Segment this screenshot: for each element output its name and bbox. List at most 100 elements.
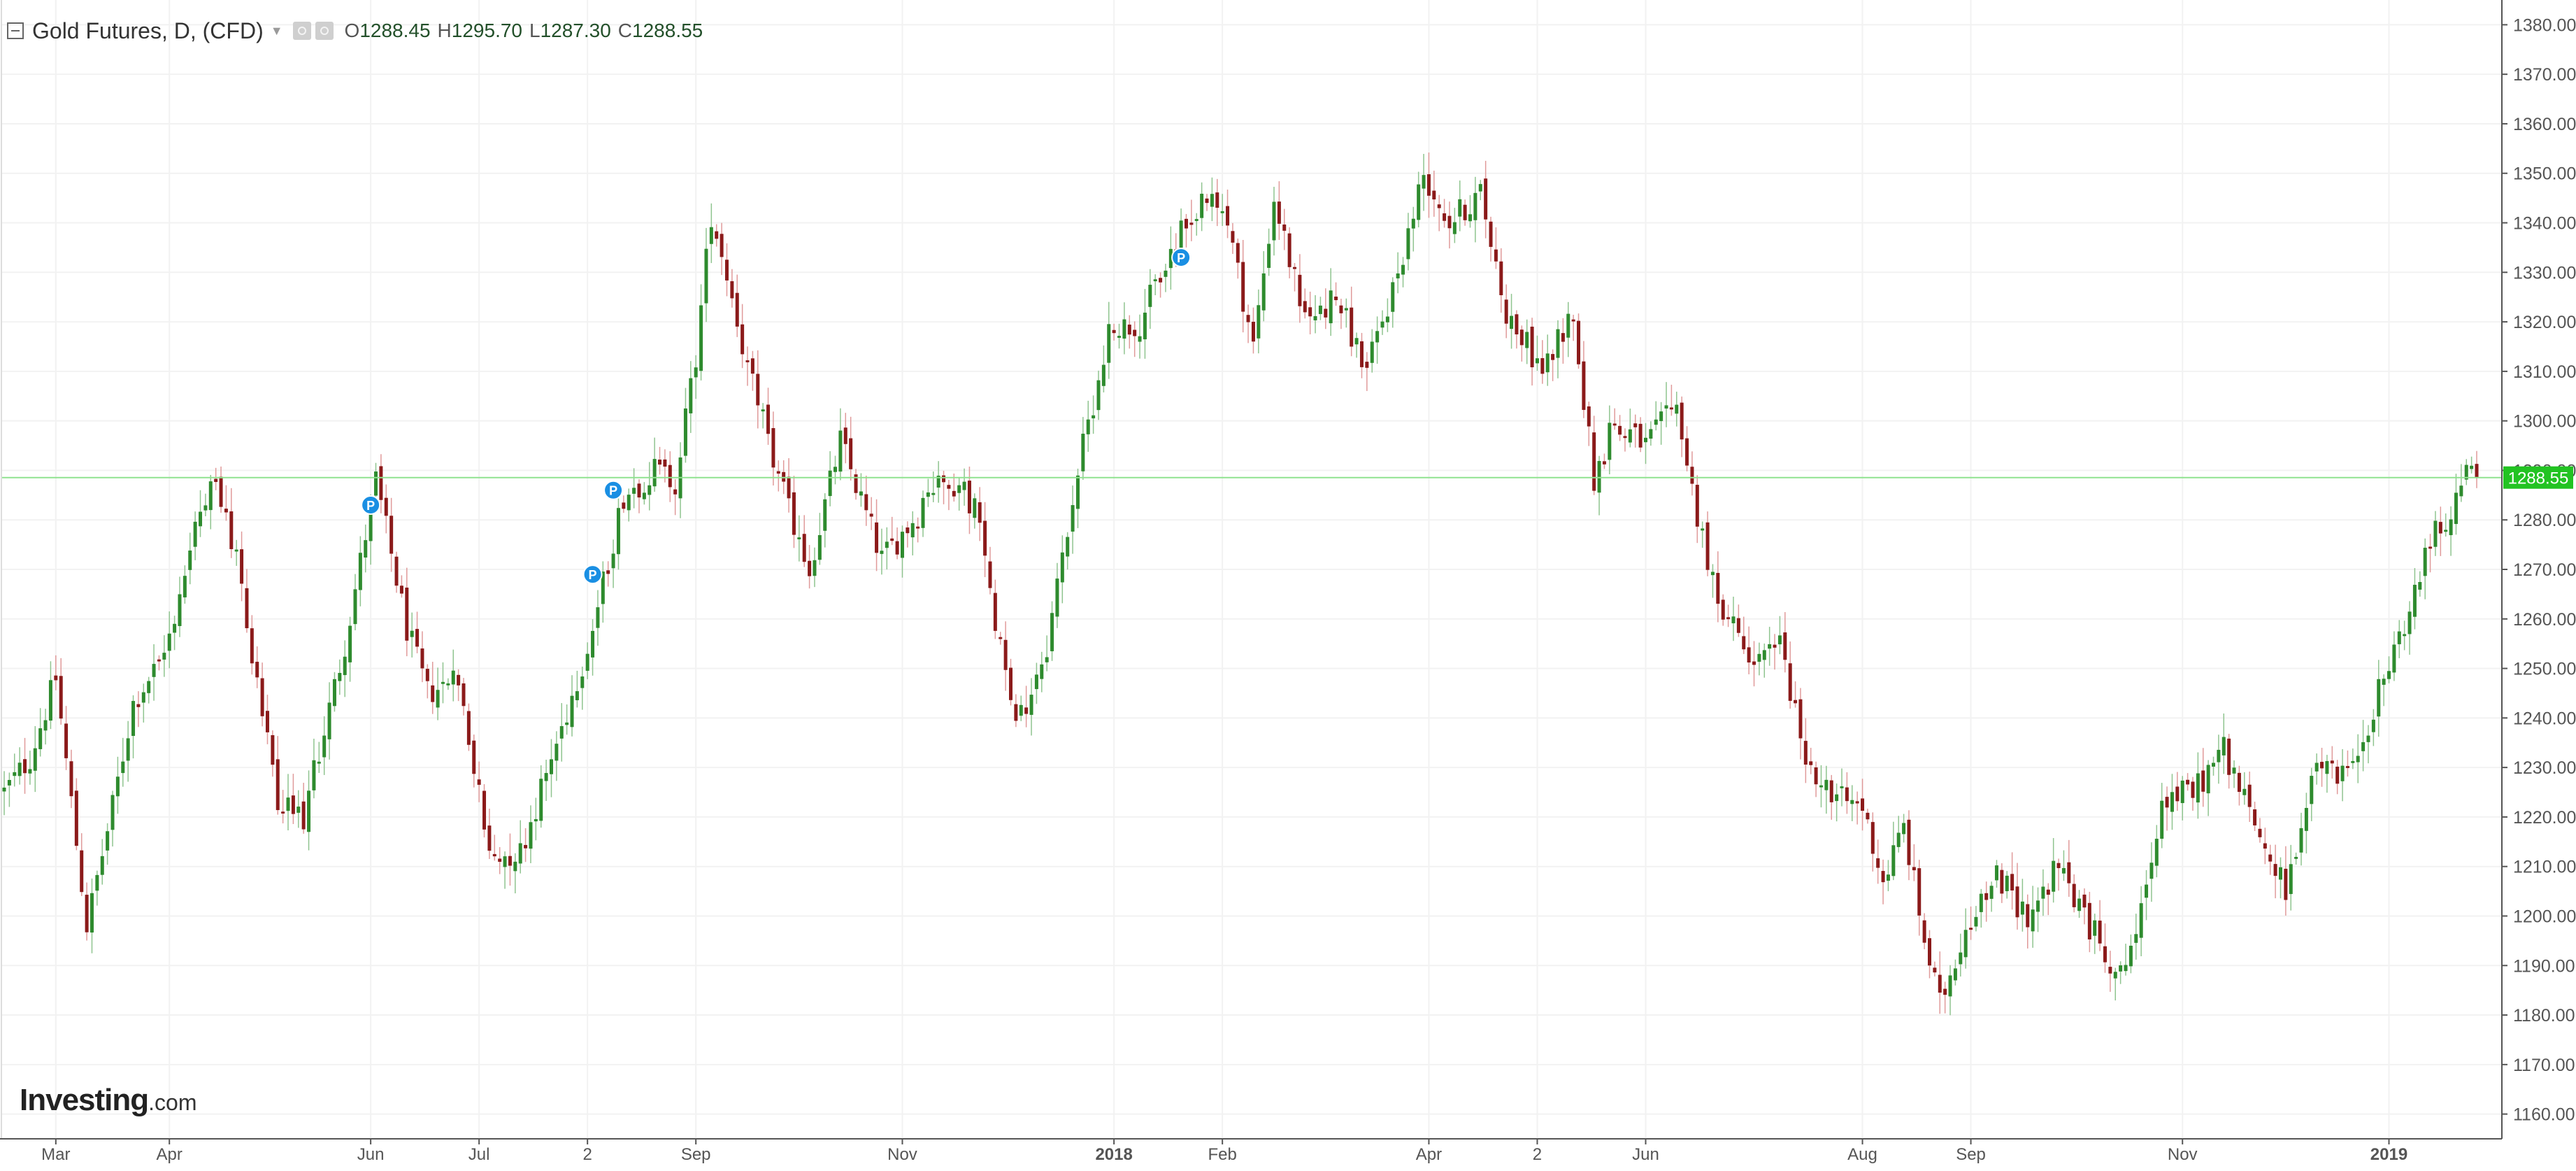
candle-body — [1597, 460, 1601, 493]
candle-body — [1380, 321, 1384, 328]
candle-body — [1365, 362, 1369, 368]
ohlc-close: C1288.55 — [617, 20, 703, 41]
candle-body — [2046, 889, 2050, 895]
candle-body — [750, 358, 754, 374]
candle-body — [632, 488, 636, 494]
candle-body — [2366, 735, 2370, 742]
candle-body — [1891, 845, 1896, 877]
y-tick-label: 1280.00 — [2513, 511, 2576, 530]
event-marker[interactable] — [603, 480, 624, 500]
event-marker-label: P — [609, 484, 617, 498]
candle-body — [2459, 485, 2463, 497]
x-axis[interactable]: Mar Apr Jun Jul 2 Sep Nov 2018 Feb Apr 2 Jun Aug Sep N… — [41, 1139, 2407, 1164]
x-tick-label: Aug — [1847, 1145, 1877, 1164]
candle-body — [1809, 761, 1813, 765]
candle-body — [1948, 975, 1952, 997]
candle-body — [2191, 781, 2195, 798]
y-tick-label: 1180.00 — [2513, 1006, 2575, 1025]
candle-body — [2087, 902, 2091, 939]
candle-body — [43, 720, 48, 731]
candle-body — [544, 773, 548, 781]
x-tick-label: Sep — [681, 1145, 711, 1164]
candle-body — [1633, 423, 1638, 427]
candle-body — [1417, 184, 1421, 220]
candle-body — [1159, 278, 1163, 283]
candle-body — [1246, 315, 1250, 322]
event-marker[interactable] — [1171, 248, 1192, 268]
candle-body — [2201, 770, 2205, 792]
y-tick-label: 1250.00 — [2513, 660, 2576, 679]
candle-body — [575, 691, 579, 701]
candle-body — [410, 630, 414, 637]
candle-body — [1587, 406, 1591, 427]
event-markers[interactable]: P P P P — [361, 248, 1192, 585]
candle-body — [596, 607, 600, 628]
candle-body — [534, 818, 538, 822]
candle-body — [1071, 505, 1075, 532]
candle-body — [1716, 573, 1720, 604]
candle-body — [1112, 329, 1116, 334]
collapse-icon[interactable] — [7, 22, 24, 39]
candle-body — [358, 553, 362, 590]
candle-body — [353, 589, 357, 625]
candle-body — [1329, 290, 1333, 324]
candle-body — [539, 779, 543, 821]
candle-body — [1391, 282, 1395, 312]
eye-icon[interactable] — [292, 22, 311, 40]
candle-body — [28, 769, 32, 774]
candle-body — [637, 483, 641, 498]
candle-body — [585, 653, 589, 671]
candle-body — [833, 467, 838, 472]
candle-body — [74, 790, 78, 846]
event-marker[interactable] — [361, 495, 381, 515]
candle-body — [157, 659, 161, 662]
candle-body — [276, 759, 280, 811]
candle-body — [699, 305, 703, 371]
candle-body — [224, 509, 228, 513]
candle-body — [952, 490, 956, 497]
y-axis[interactable]: 1160.00 1170.00 1180.00 1190.00 1200.00 1210.… — [2502, 15, 2576, 1125]
candle-body — [1210, 194, 1214, 207]
candle-body — [466, 711, 471, 745]
candle-body — [492, 853, 496, 857]
candle-body — [214, 478, 218, 482]
candle-body — [565, 722, 569, 725]
candle-body — [1164, 270, 1168, 277]
candle-body — [317, 761, 321, 764]
candle-body — [787, 476, 791, 499]
candle-body — [1257, 305, 1261, 339]
candle-body — [885, 541, 889, 548]
candle-body — [1525, 332, 1529, 348]
candle-body — [229, 511, 234, 549]
candle-body — [1066, 537, 1070, 557]
candle-body — [658, 459, 662, 465]
candle-body — [219, 476, 223, 507]
chart-header: Gold Futures, D, (CFD) ▼ O1288.45 H1295.… — [7, 14, 703, 48]
event-marker[interactable] — [582, 565, 603, 585]
candle-body — [1133, 329, 1137, 336]
x-tick-label: Jun — [357, 1145, 385, 1164]
candle-body — [343, 656, 347, 676]
candle-body — [2242, 788, 2247, 795]
settings-icon[interactable] — [315, 22, 334, 40]
candle-body — [1922, 920, 1926, 943]
candle-body — [1861, 798, 1865, 811]
candle-body — [1370, 341, 1374, 363]
candle-body — [1303, 301, 1307, 313]
candle-body — [792, 492, 796, 535]
x-tick-label: 2019 — [2370, 1145, 2407, 1164]
candle-body — [1675, 404, 1679, 414]
ohlc-open: O1288.45 — [344, 20, 431, 41]
candle-body — [1499, 261, 1503, 296]
candle-body — [203, 505, 208, 511]
candle-body — [967, 481, 971, 513]
candle-body — [673, 489, 678, 495]
candle-body — [2289, 864, 2293, 895]
candle-body — [771, 428, 775, 468]
candle-body — [973, 498, 977, 518]
symbol-title[interactable]: Gold Futures, D, (CFD) — [32, 17, 264, 43]
dropdown-caret-icon[interactable]: ▼ — [270, 23, 283, 38]
candle-body — [1721, 599, 1725, 620]
candle-body — [2294, 856, 2298, 859]
